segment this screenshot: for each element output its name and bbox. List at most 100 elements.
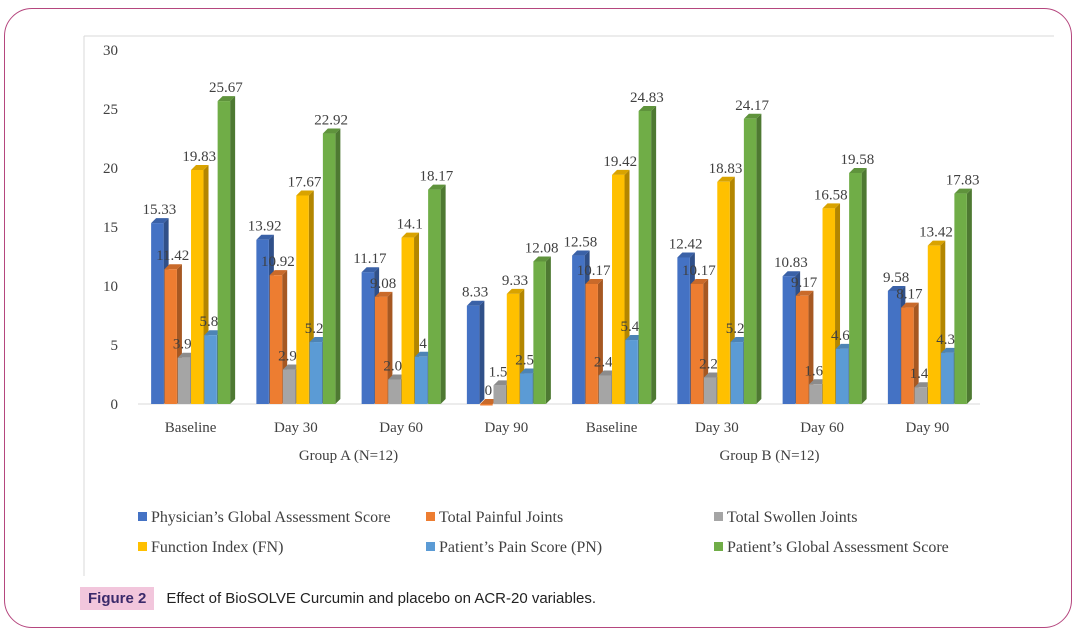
bar-top — [322, 128, 341, 134]
bar-top — [374, 291, 393, 297]
y-tick-label: 20 — [103, 161, 118, 177]
bar — [782, 276, 796, 404]
data-label: 10.17 — [682, 263, 716, 279]
bar-top — [401, 232, 420, 238]
data-label: 12.08 — [525, 240, 559, 256]
bar-top — [795, 290, 814, 296]
bar — [730, 342, 744, 404]
y-tick-label: 25 — [103, 102, 118, 118]
x-tick-label: Day 30 — [274, 420, 318, 436]
data-label: 9.58 — [883, 270, 909, 286]
data-label: 8.17 — [896, 287, 923, 303]
data-label: 9.33 — [502, 273, 528, 289]
data-label: 25.67 — [209, 80, 243, 96]
bar-top — [901, 302, 919, 308]
bar — [322, 133, 336, 404]
bar-side — [335, 128, 341, 404]
bar-top — [717, 176, 735, 182]
data-label: 9.17 — [791, 275, 818, 291]
bar-top — [638, 106, 657, 112]
bar — [151, 223, 164, 404]
data-label: 24.83 — [630, 90, 664, 106]
bar-top — [941, 347, 959, 353]
bar — [585, 283, 598, 404]
y-tick-label: 5 — [111, 338, 119, 354]
bar — [256, 239, 269, 404]
data-label: 19.83 — [182, 149, 216, 165]
legend-swatch — [426, 542, 435, 551]
data-label: 0 — [485, 383, 493, 399]
bar-top — [191, 165, 209, 171]
y-tick-label: 30 — [103, 43, 118, 59]
bar-top — [677, 252, 695, 258]
data-label: 10.92 — [261, 254, 295, 270]
bar-top — [256, 234, 274, 240]
data-label: 12.58 — [564, 235, 598, 251]
bar — [480, 404, 493, 406]
bar — [269, 275, 283, 404]
bar — [809, 384, 822, 404]
bar — [428, 189, 441, 404]
bar-top — [177, 352, 196, 358]
legend-swatch — [138, 542, 147, 551]
bar-side — [651, 106, 657, 405]
data-label: 18.83 — [709, 161, 743, 177]
legend-label: Patient’s Pain Score (PN) — [439, 539, 602, 556]
bar — [914, 387, 927, 404]
bar-top — [151, 218, 169, 224]
bar-top — [520, 368, 538, 374]
bar-top — [164, 264, 182, 270]
bar-chart: 05101520253015.3311.423.9219.835.8325.67… — [83, 35, 1054, 576]
bar-top — [954, 188, 972, 194]
bar — [849, 172, 862, 404]
bar — [703, 377, 717, 404]
bar-top — [572, 250, 590, 256]
bar — [374, 296, 388, 404]
bar — [954, 193, 967, 404]
bar — [572, 255, 585, 404]
bar — [520, 373, 533, 404]
bar-top — [598, 370, 617, 376]
bar — [625, 340, 638, 404]
bar — [296, 195, 309, 404]
bar — [927, 245, 941, 404]
figure-caption-text: Effect of BioSOLVE Curcumin and placebo … — [166, 589, 597, 607]
legend-label: Function Index (FN) — [151, 539, 283, 556]
bar-top — [625, 335, 643, 341]
bar-top — [414, 351, 433, 357]
bar-top — [204, 330, 222, 336]
x-tick-label: Baseline — [165, 420, 217, 436]
bar-top — [480, 399, 498, 404]
bar — [835, 348, 849, 404]
bar — [282, 369, 296, 404]
bar-side — [387, 291, 393, 404]
bar — [414, 356, 428, 404]
bar-top — [743, 113, 762, 119]
bar — [612, 174, 625, 404]
bar-side — [479, 300, 485, 404]
bar-side — [230, 96, 236, 405]
bar-top — [585, 278, 603, 284]
x-tick-label: Day 60 — [379, 420, 423, 436]
bar — [164, 269, 177, 404]
data-label: 16.58 — [814, 187, 848, 203]
bar — [677, 257, 690, 404]
x-tick-label: Day 60 — [800, 420, 844, 436]
bar-top — [835, 343, 854, 349]
bar — [795, 295, 809, 404]
bar — [493, 385, 506, 404]
bar — [361, 272, 375, 404]
data-label: 8.33 — [462, 285, 488, 301]
bar-side — [703, 278, 709, 404]
legend-swatch — [714, 512, 723, 521]
bar-side — [756, 113, 762, 404]
data-label: 12.42 — [669, 236, 703, 252]
data-label: 9.08 — [370, 276, 396, 292]
y-tick-label: 15 — [103, 220, 118, 236]
bar — [217, 101, 231, 405]
bar-top — [217, 96, 236, 102]
bar-top — [493, 380, 511, 386]
bar-top — [849, 167, 867, 173]
bar — [743, 118, 757, 404]
bar-top — [309, 337, 328, 343]
